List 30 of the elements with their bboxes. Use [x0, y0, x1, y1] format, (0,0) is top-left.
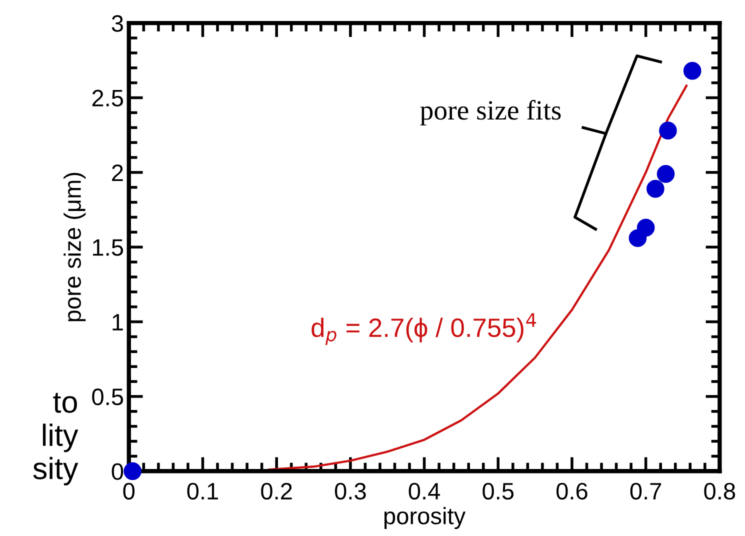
point	[636, 218, 655, 237]
y-tick-label: 1	[112, 314, 123, 330]
y-tick-label: 2	[112, 164, 123, 181]
text: sity	[33, 456, 78, 486]
x-tick-label: 0.2	[261, 482, 292, 500]
x-tick-label: 0.1	[187, 482, 218, 500]
y-tick-label: 2.5	[92, 90, 124, 107]
annotation: d$_{p}$ = 2.7(ϕ / 0.755)$^{4}$	[312, 313, 536, 346]
x-tick-label: 0.4	[408, 482, 440, 500]
point	[646, 180, 664, 198]
point	[656, 164, 675, 183]
annotation: pore size fits	[420, 100, 561, 126]
line-series	[268, 84, 688, 471]
point	[124, 462, 142, 480]
x-axis-title: porosity	[384, 507, 466, 530]
x-tick-label: 0.7	[630, 482, 662, 500]
y-tick-label: 0	[112, 463, 124, 480]
x-tick-label: 0	[123, 482, 135, 500]
point	[659, 122, 677, 140]
x-tick-label: 0.8	[704, 482, 736, 500]
x-tick-label: 0.6	[556, 482, 588, 500]
y-tick-label: 3	[112, 15, 123, 32]
text: to	[53, 392, 77, 413]
text: lity	[42, 424, 78, 452]
y-tick-label: 0.5	[92, 388, 124, 406]
y-tick-label: 1.5	[93, 239, 124, 256]
x-tick-label: 0.3	[334, 482, 366, 500]
x-tick-label: 0.5	[482, 482, 514, 500]
point	[683, 62, 702, 80]
y-axis-title: pore size (μm)	[64, 172, 86, 322]
